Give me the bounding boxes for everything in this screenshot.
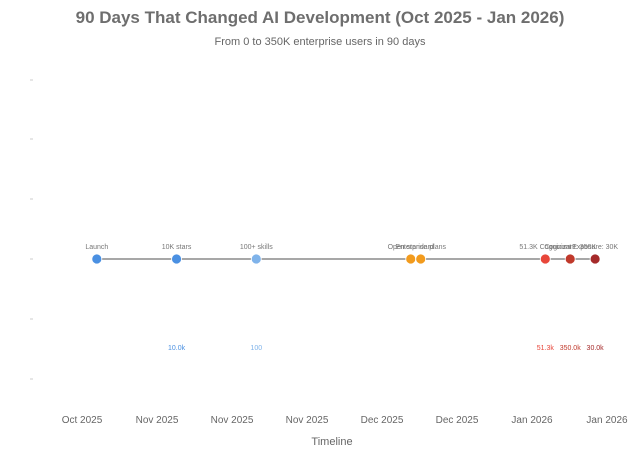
- x-tick-label: Dec 2025: [361, 415, 404, 426]
- event-label: Open standard: [388, 244, 434, 251]
- event-label: Exposure: 30K: [572, 244, 618, 251]
- event-label: 10K stars: [162, 244, 192, 251]
- event-marker: [589, 253, 601, 265]
- event-value-label: 51.3k: [537, 345, 555, 352]
- x-axis-title: Timeline: [311, 436, 352, 448]
- event-label: 100+ skills: [240, 244, 273, 251]
- event-marker: [405, 253, 417, 265]
- x-tick-label: Dec 2025: [436, 415, 479, 426]
- x-tick-label: Oct 2025: [62, 415, 103, 426]
- chart-title: 90 Days That Changed AI Development (Oct…: [75, 8, 565, 27]
- event-marker: [415, 253, 427, 265]
- x-tick-label: Jan 2026: [586, 415, 628, 426]
- event-label: Launch: [85, 244, 108, 251]
- x-tick-label: Jan 2026: [511, 415, 553, 426]
- event-marker: [564, 253, 576, 265]
- event-label: Enterprise plans: [395, 244, 446, 251]
- event-value-label: 10.0k: [168, 345, 186, 352]
- x-tick-label: Nov 2025: [286, 415, 329, 426]
- event-label: Cognizant: 350K: [544, 244, 596, 251]
- event-value-label: 100: [250, 345, 262, 352]
- event-marker: [91, 253, 103, 265]
- chart-subtitle: From 0 to 350K enterprise users in 90 da…: [214, 36, 426, 48]
- event-marker: [171, 253, 182, 265]
- x-tick-label: Nov 2025: [211, 415, 254, 426]
- event-label: 51.3K Cognizant: [519, 244, 571, 251]
- event-marker: [250, 253, 262, 265]
- event-value-label: 350.0k: [560, 345, 582, 352]
- event-value-label: 30.0k: [587, 345, 605, 352]
- event-marker: [539, 253, 551, 265]
- x-tick-label: Nov 2025: [136, 415, 179, 426]
